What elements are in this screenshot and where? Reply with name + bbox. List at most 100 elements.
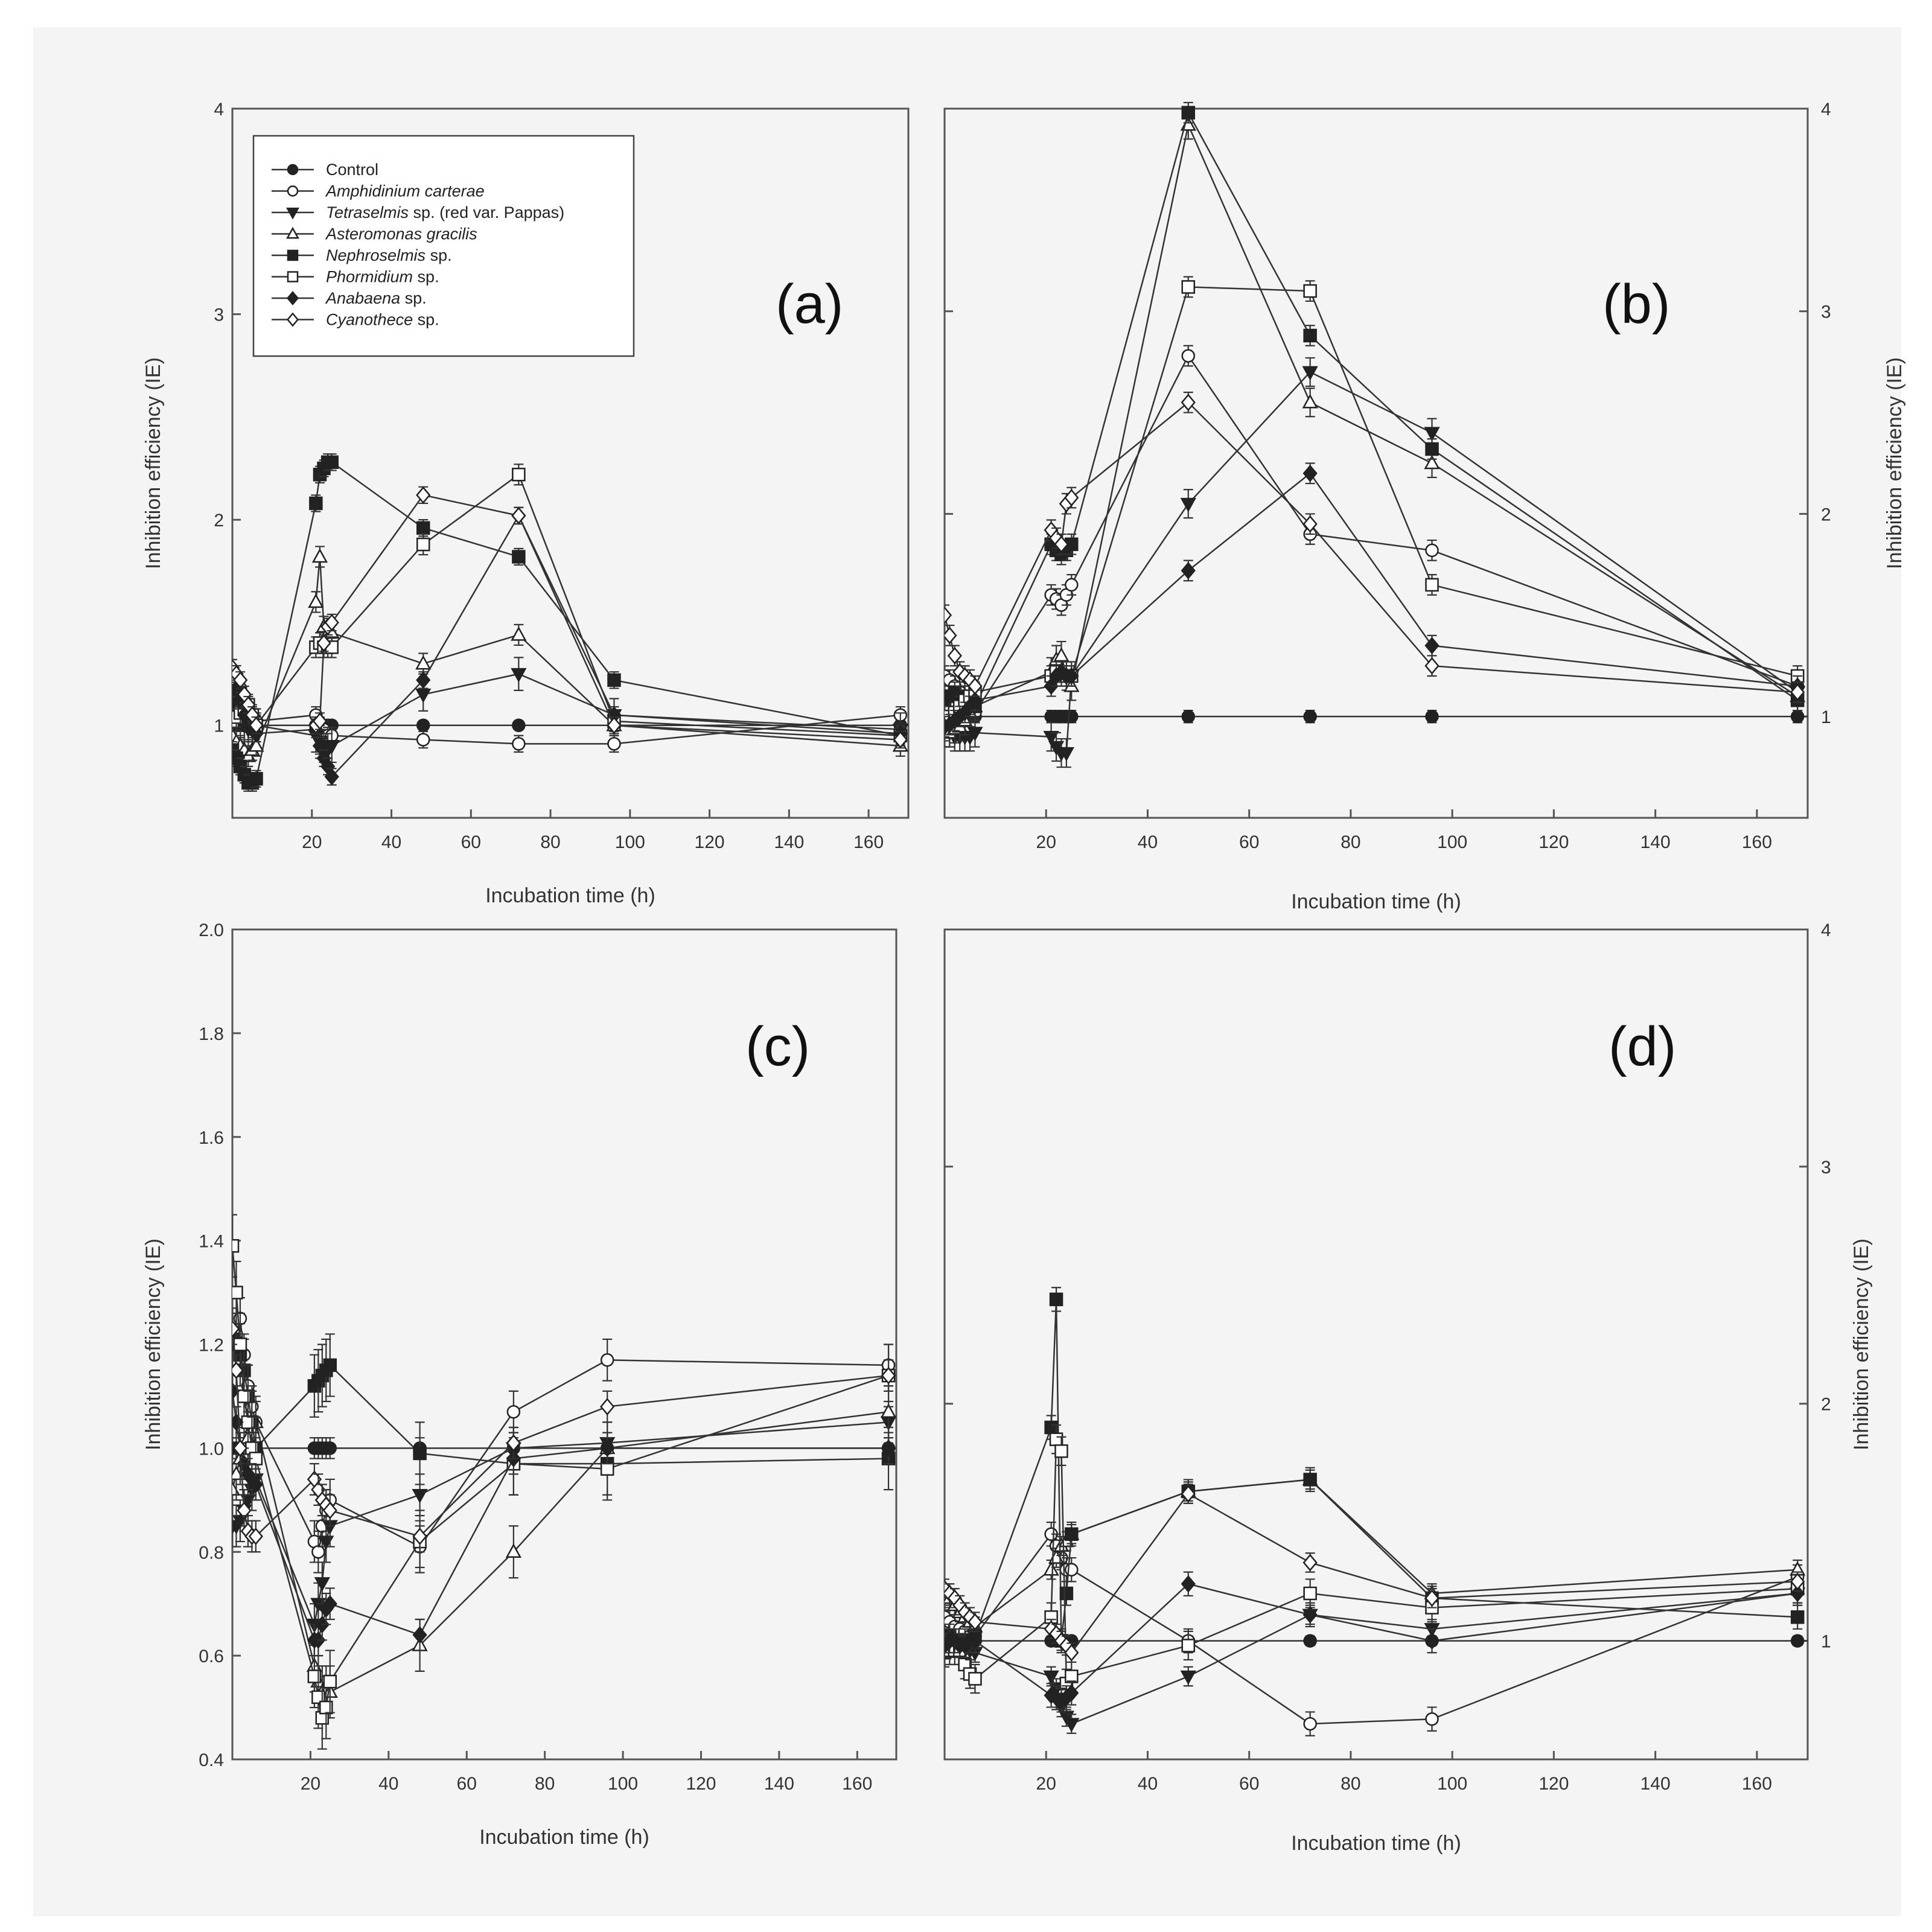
data-point <box>506 1434 521 1452</box>
data-point <box>968 677 983 695</box>
data-point <box>324 768 339 786</box>
data-point <box>312 712 328 730</box>
x-tick-label: 120 <box>1538 1774 1569 1794</box>
y-tick-label: 4 <box>1821 100 1831 120</box>
legend-label-italic: Amphidinium carterae <box>325 182 485 200</box>
y-tick-label: 1 <box>1821 1632 1831 1652</box>
panel-b: 20 40 60 80 100 120 140 160 1 2 3 4 Incubation time … <box>943 100 1906 913</box>
data-point <box>1065 1563 1079 1577</box>
legend-label-rest: sp. <box>426 246 452 264</box>
data-point <box>1424 637 1439 655</box>
data-point <box>416 537 430 552</box>
series-anabaena-sp- <box>945 1571 1805 1713</box>
data-point <box>1043 1670 1059 1685</box>
data-point <box>1302 1605 1318 1624</box>
y-tick-label: 3 <box>1821 1158 1831 1178</box>
data-point <box>1063 1718 1080 1733</box>
data-point <box>322 1595 337 1613</box>
data-point <box>233 671 248 689</box>
data-point <box>415 688 432 703</box>
legend-label-rest: sp. <box>400 289 427 307</box>
data-point <box>880 1403 896 1418</box>
legend-marker <box>286 291 299 305</box>
y-tick-label: 1 <box>1821 707 1831 727</box>
data-point <box>248 1476 263 1493</box>
y-tick-label: 1.4 <box>199 1232 224 1252</box>
data-point <box>308 593 324 608</box>
data-point <box>511 506 526 524</box>
legend-label: Cyanothece sp. <box>326 311 439 329</box>
data-point <box>1181 1485 1196 1503</box>
data-point <box>1065 578 1079 592</box>
data-point <box>600 1439 615 1457</box>
data-point <box>1181 1639 1196 1653</box>
data-point <box>1064 667 1079 685</box>
data-point <box>1790 1634 1805 1648</box>
legend-marker <box>286 207 299 220</box>
data-point <box>1303 1717 1317 1731</box>
data-point <box>232 1413 244 1431</box>
data-point <box>1424 427 1440 442</box>
x-tick-label: 100 <box>1437 1774 1467 1794</box>
legend-label-italic: Nephroselmis <box>326 246 426 264</box>
data-point <box>237 1502 252 1519</box>
data-point <box>1425 442 1439 456</box>
series-cyanothece-sp- <box>945 391 1805 703</box>
data-point <box>1180 497 1196 512</box>
data-point <box>416 718 430 732</box>
data-point <box>945 606 952 624</box>
x-tick-label: 120 <box>686 1774 716 1794</box>
data-point <box>1064 489 1079 507</box>
legend-label-italic: Cyanothece <box>326 311 413 329</box>
data-point <box>1424 1632 1439 1650</box>
x-tick-label: 60 <box>457 1774 477 1794</box>
x-tick-label: 160 <box>842 1774 872 1794</box>
x-tick-label: 120 <box>1538 832 1569 852</box>
data-point <box>881 1366 896 1385</box>
series-group <box>945 101 1806 768</box>
data-point <box>1043 1561 1059 1576</box>
x-tick-label: 120 <box>695 832 725 852</box>
y-tick-label: 0.8 <box>199 1543 224 1563</box>
legend-label-italic: Anabaena <box>325 289 400 307</box>
legend-label: Amphidinium carterae <box>325 182 485 200</box>
data-point <box>607 673 621 687</box>
data-point <box>1424 1589 1439 1607</box>
data-point <box>323 1358 337 1372</box>
legend-label: Asteromonas gracilis <box>325 225 477 243</box>
panel-label: (a) <box>776 273 843 335</box>
legend-marker <box>287 164 299 176</box>
x-tick-label: 140 <box>764 1774 794 1794</box>
x-tick-label: 20 <box>302 832 322 852</box>
x-tick-label: 80 <box>1341 1774 1360 1794</box>
y-tick-label: 1 <box>214 716 224 736</box>
series-cyanothece-sp- <box>945 1484 1805 1663</box>
data-point <box>323 1674 337 1689</box>
data-point <box>1790 709 1805 724</box>
data-point <box>600 1398 615 1416</box>
plot-area-a <box>231 107 910 819</box>
data-point <box>232 1320 240 1338</box>
x-tick-label: 140 <box>774 832 804 852</box>
data-point <box>1303 328 1317 343</box>
x-tick-label: 40 <box>378 1774 398 1794</box>
data-point <box>1181 1575 1196 1593</box>
x-tick-label: 100 <box>1437 832 1467 852</box>
data-point <box>311 548 328 563</box>
y-tick-label: 3 <box>214 305 224 325</box>
panel-c: 20 40 60 80 100 120 140 160 0.4 0.6 0.8 1.0 1.2 1.4 1.… <box>142 920 897 1849</box>
data-point <box>512 737 526 751</box>
legend-label-italic: Tetraselmis <box>326 203 409 222</box>
data-point <box>1065 1527 1079 1541</box>
data-point <box>1424 657 1439 675</box>
data-point <box>607 737 621 751</box>
data-point <box>1302 1554 1318 1572</box>
data-point <box>416 521 430 535</box>
data-point <box>1303 709 1317 724</box>
data-point <box>968 1613 983 1631</box>
y-tick-label: 2 <box>214 511 224 531</box>
x-tick-label: 60 <box>1239 1774 1259 1794</box>
error-bar <box>232 1312 237 1345</box>
data-point <box>311 1545 325 1559</box>
